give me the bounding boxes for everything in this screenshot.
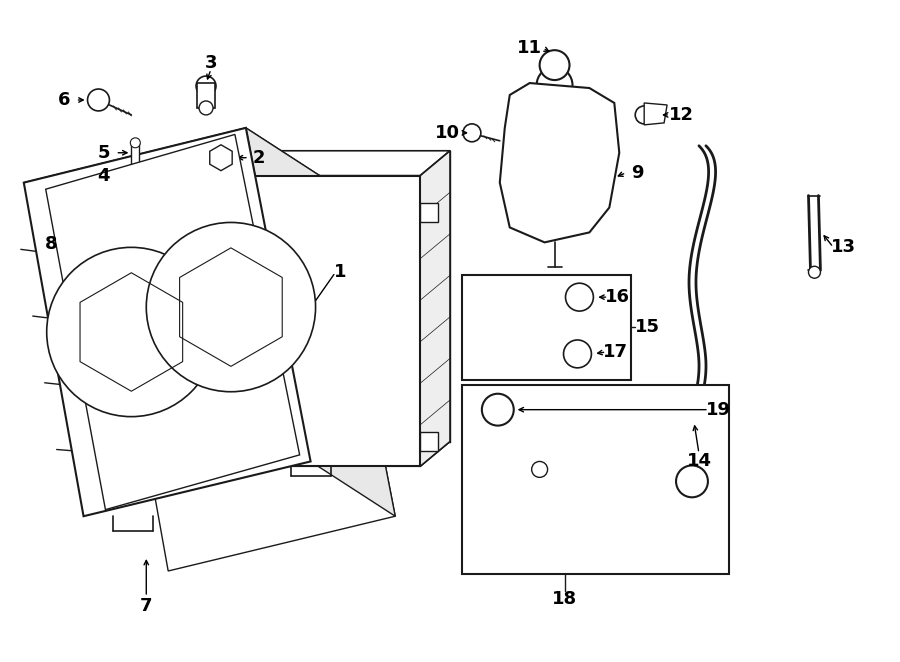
Circle shape [87, 89, 110, 111]
Text: 13: 13 [831, 238, 856, 256]
Circle shape [540, 50, 570, 80]
Polygon shape [23, 128, 330, 238]
Circle shape [196, 76, 216, 96]
Bar [462, 385, 729, 574]
Polygon shape [46, 134, 300, 510]
Text: 9: 9 [631, 164, 644, 181]
Text: 5: 5 [97, 144, 110, 162]
Circle shape [130, 138, 140, 148]
Polygon shape [171, 158, 196, 173]
Text: 11: 11 [518, 39, 542, 57]
Polygon shape [176, 175, 420, 467]
Circle shape [147, 222, 316, 392]
Circle shape [73, 234, 94, 256]
Text: 2: 2 [253, 149, 266, 167]
Polygon shape [420, 151, 450, 467]
Polygon shape [420, 432, 438, 451]
Circle shape [463, 124, 481, 142]
Text: 7: 7 [140, 597, 152, 615]
Text: 8: 8 [45, 236, 58, 254]
Polygon shape [210, 145, 232, 171]
Text: 15: 15 [634, 318, 660, 336]
Text: 1: 1 [334, 263, 346, 281]
Text: 18: 18 [552, 590, 577, 608]
Text: 10: 10 [435, 124, 460, 142]
Text: 14: 14 [687, 452, 712, 471]
Bar [462, 275, 631, 380]
Polygon shape [420, 203, 438, 222]
Text: 16: 16 [605, 288, 630, 306]
Text: 6: 6 [58, 91, 70, 109]
Circle shape [808, 266, 821, 278]
Circle shape [199, 101, 213, 115]
Circle shape [635, 106, 653, 124]
Circle shape [532, 461, 547, 477]
Text: 3: 3 [205, 54, 217, 72]
Polygon shape [23, 128, 310, 516]
Text: 4: 4 [97, 167, 110, 185]
Text: 19: 19 [706, 401, 732, 418]
Polygon shape [176, 175, 420, 467]
Text: 17: 17 [603, 343, 628, 361]
Polygon shape [158, 320, 176, 344]
Polygon shape [158, 410, 176, 434]
Circle shape [208, 145, 234, 171]
Polygon shape [176, 151, 450, 175]
Polygon shape [158, 230, 176, 254]
Circle shape [536, 67, 572, 103]
Circle shape [136, 171, 147, 181]
Text: 12: 12 [669, 106, 694, 124]
Polygon shape [246, 128, 395, 516]
Polygon shape [500, 83, 619, 242]
Circle shape [47, 248, 216, 416]
Bar [131, 143, 140, 165]
Bar [197, 83, 215, 108]
Polygon shape [130, 167, 159, 187]
Polygon shape [644, 103, 667, 125]
Polygon shape [108, 183, 395, 571]
